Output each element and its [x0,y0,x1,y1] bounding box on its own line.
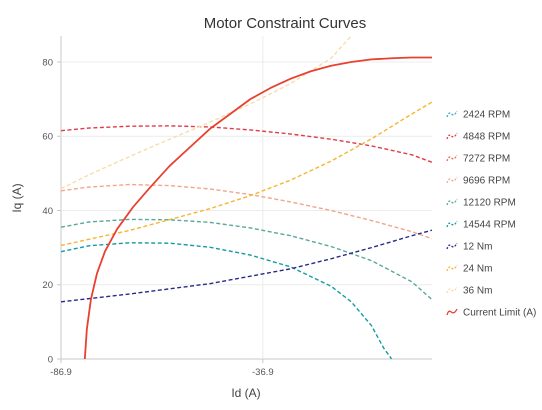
y-tick-label: 20 [42,280,53,291]
legend-swatch [446,220,458,228]
legend-swatch [446,176,458,184]
legend-item-12-nm[interactable]: 12 Nm [446,242,492,253]
legend-label: 9696 RPM [463,176,510,187]
y-axis: 0 20 40 60 80 [42,57,61,366]
x-tick-label: -36.9 [252,367,274,378]
series-line-current-limit-a [83,56,432,359]
legend-swatch [446,308,458,316]
legend-swatch [446,154,458,162]
legend-label: 12 Nm [463,242,492,253]
legend-item-4848-rpm[interactable]: 4848 RPM [446,132,510,143]
legend-item-current-limit-a[interactable]: Current Limit (A) [446,308,536,319]
legend-label: 24 Nm [463,264,492,275]
legend-item-36-nm[interactable]: 36 Nm [446,286,492,297]
series-line-14544-rpm [61,242,393,359]
x-tick-label: -86.9 [50,367,72,378]
legend-label: 7272 RPM [463,154,510,165]
series-line-36-nm [61,36,352,190]
legend-label: 36 Nm [463,286,492,297]
legend-item-7272-rpm[interactable]: 7272 RPM [446,154,510,165]
legend-label: 2424 RPM [463,110,510,121]
legend-swatch [446,110,458,118]
y-tick-label: 80 [42,57,53,68]
legend-swatch [446,286,458,294]
series-line-12120-rpm [61,218,432,301]
legend-label: 4848 RPM [463,132,510,143]
legend: 2424 RPM 4848 RPM 7272 RPM 9696 RPM 12120 RP… [446,110,536,319]
legend-item-12120-rpm[interactable]: 12120 RPM [446,198,516,209]
series-layer [61,36,432,359]
y-axis-label: Iq (A) [10,183,24,212]
y-tick-label: 40 [42,206,53,217]
series-line-24-nm [61,101,432,247]
series-line-9696-rpm [61,183,432,240]
x-axis-label: Id (A) [231,386,260,400]
series-line-4848-rpm [61,125,432,163]
series-line-12-nm [61,229,432,303]
chart-title: Motor Constraint Curves [204,15,367,32]
legend-label: 12120 RPM [463,198,516,209]
legend-swatch [446,132,458,140]
legend-label: Current Limit (A) [463,308,536,319]
y-tick-label: 60 [42,132,53,143]
plot-area [60,36,432,360]
legend-item-14544-rpm[interactable]: 14544 RPM [446,220,516,231]
legend-item-2424-rpm[interactable]: 2424 RPM [446,110,510,121]
legend-swatch [446,198,458,206]
legend-swatch [446,242,458,250]
y-tick-label: 0 [48,355,53,366]
legend-label: 14544 RPM [463,220,516,231]
x-axis: -86.9 -36.9 [50,359,274,378]
legend-item-9696-rpm[interactable]: 9696 RPM [446,176,510,187]
legend-item-24-nm[interactable]: 24 Nm [446,264,492,275]
legend-swatch [446,264,458,272]
